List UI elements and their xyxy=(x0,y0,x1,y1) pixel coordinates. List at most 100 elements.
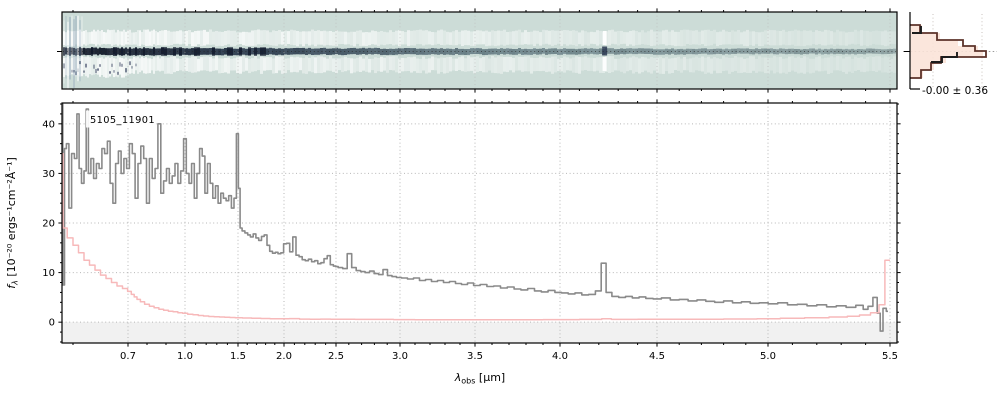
speckle-pixel xyxy=(69,16,71,80)
trace-pixel xyxy=(227,47,230,56)
band-pixel xyxy=(878,56,881,71)
band-pixel xyxy=(548,57,551,72)
band-pixel xyxy=(482,57,485,73)
trace-pixel xyxy=(212,47,215,56)
band-pixel xyxy=(257,29,260,45)
band-pixel xyxy=(266,57,269,71)
band-pixel xyxy=(251,30,254,46)
band-pixel xyxy=(203,29,206,46)
trace-pixel xyxy=(371,48,374,55)
trace-pixel xyxy=(383,48,386,55)
trace-pixel xyxy=(725,48,728,54)
band-pixel xyxy=(662,58,665,74)
band-pixel xyxy=(188,30,191,44)
flux-line xyxy=(62,103,888,332)
band-pixel xyxy=(851,31,854,44)
trace-pixel xyxy=(764,48,767,54)
trace-pixel xyxy=(257,47,260,55)
hist-black-fragment xyxy=(931,52,958,63)
trace-pixel xyxy=(809,48,812,54)
band-pixel xyxy=(725,57,728,71)
y-label-f: f xyxy=(5,283,18,289)
band-pixel xyxy=(151,30,153,47)
trace-pixel xyxy=(545,49,548,55)
trace-pixel xyxy=(854,49,857,55)
band-pixel xyxy=(557,58,560,72)
band-pixel xyxy=(398,30,401,47)
band-pixel xyxy=(668,58,671,74)
trace-pixel xyxy=(737,48,740,54)
emission-feature xyxy=(602,57,607,71)
band-pixel xyxy=(752,56,755,71)
x-tick-label: 4.5 xyxy=(649,351,665,362)
trace-pixel xyxy=(392,48,395,55)
trace-pixel xyxy=(141,48,143,56)
band-pixel xyxy=(206,31,209,45)
trace-pixel xyxy=(467,49,470,55)
band-pixel xyxy=(284,58,287,74)
trace-pixel xyxy=(365,48,368,55)
band-pixel xyxy=(410,30,413,46)
trace-pixel xyxy=(91,47,93,56)
band-pixel xyxy=(521,32,524,45)
trace-pixel xyxy=(686,48,689,55)
trace-pixel xyxy=(539,48,542,55)
band-pixel xyxy=(536,57,539,71)
trace-pixel xyxy=(164,47,167,56)
band-pixel xyxy=(488,58,491,71)
band-pixel xyxy=(872,56,875,71)
trace-pixel xyxy=(200,48,203,55)
band-pixel xyxy=(860,30,863,46)
band-pixel xyxy=(338,58,341,71)
band-pixel xyxy=(203,56,206,71)
band-pixel xyxy=(97,29,99,45)
band-pixel xyxy=(779,56,782,74)
band-pixel xyxy=(326,31,329,45)
band-pixel xyxy=(129,29,131,45)
band-pixel xyxy=(857,31,860,44)
band-pixel xyxy=(87,56,89,78)
band-pixel xyxy=(596,30,599,46)
band-pixel xyxy=(680,30,683,47)
band-pixel xyxy=(281,56,284,74)
band-pixel xyxy=(99,57,101,77)
trace-pixel xyxy=(515,49,518,55)
band-pixel xyxy=(401,31,404,45)
trace-pixel xyxy=(650,48,653,55)
band-pixel xyxy=(359,56,362,72)
band-pixel xyxy=(141,56,143,71)
band-pixel xyxy=(770,30,773,46)
speckle-pixel xyxy=(121,63,123,67)
trace-pixel xyxy=(551,48,554,55)
band-pixel xyxy=(875,30,878,45)
x-tick-label: 4.0 xyxy=(552,351,568,362)
band-pixel xyxy=(173,56,176,73)
band-pixel xyxy=(323,57,326,73)
trace-pixel xyxy=(75,48,77,56)
band-pixel xyxy=(109,57,111,77)
band-pixel xyxy=(63,31,65,45)
band-pixel xyxy=(659,56,662,74)
band-pixel xyxy=(803,30,806,47)
band-pixel xyxy=(476,56,479,72)
band-pixel xyxy=(776,57,779,73)
band-pixel xyxy=(380,31,383,45)
band-pixel xyxy=(656,57,659,73)
band-pixel xyxy=(145,29,147,46)
trace-pixel xyxy=(827,49,830,55)
trace-pixel xyxy=(314,48,317,55)
band-pixel xyxy=(164,57,167,74)
band-pixel xyxy=(314,57,317,74)
trace-pixel xyxy=(410,48,413,55)
trace-pixel xyxy=(281,48,284,56)
band-pixel xyxy=(608,56,611,73)
band-pixel xyxy=(638,32,641,45)
labels: 5105_11901 -0.00 ± 0.36 λobs [μm] fλ [10… xyxy=(5,85,988,385)
trace-pixel xyxy=(479,48,482,55)
band-pixel xyxy=(332,58,335,72)
speckle-pixel xyxy=(125,68,127,73)
source-id-box xyxy=(86,110,156,128)
trace-pixel xyxy=(785,49,788,55)
band-pixel xyxy=(632,56,635,74)
band-pixel xyxy=(446,31,449,45)
